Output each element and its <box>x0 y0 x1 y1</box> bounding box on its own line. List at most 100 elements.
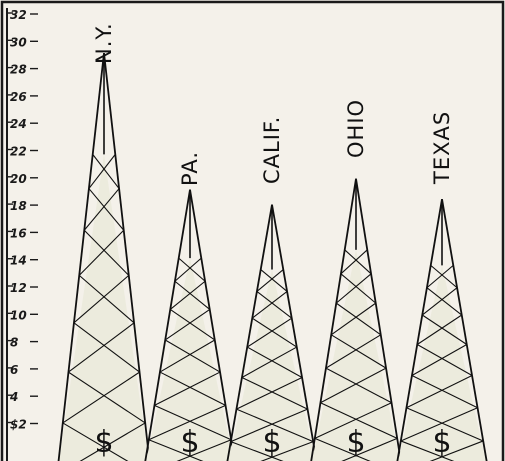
tower-brace <box>68 322 135 373</box>
tower-brace <box>335 273 372 304</box>
tower-calif: $ CALIF. <box>226 116 318 461</box>
tower-brace <box>159 339 216 373</box>
tower-brace <box>178 257 206 282</box>
tower-brace <box>406 375 473 409</box>
tower-brace <box>411 375 478 409</box>
tower-brace <box>83 229 130 276</box>
tower-pa: $ PA. <box>144 151 236 461</box>
y-tick-label: 18 <box>10 199 27 213</box>
tower-brace <box>430 264 458 289</box>
y-axis: $2 4 6 8 10 12 14 16 18 20 22 24 26 28 30 32 <box>7 8 38 432</box>
tower-brace <box>340 249 368 275</box>
tower-brace <box>236 408 314 443</box>
tower-brace <box>406 407 484 442</box>
y-tick-label: 20 <box>10 172 27 186</box>
y-tick-label: 8 <box>10 336 18 350</box>
y-tick-label: 30 <box>10 35 27 49</box>
tower-brace <box>236 376 303 410</box>
tower-label: N.Y. <box>92 22 116 64</box>
y-tick-label: 14 <box>10 254 27 268</box>
tower-brace <box>148 439 204 461</box>
tower-brace <box>73 322 140 373</box>
tower-brace <box>260 441 314 461</box>
tower-brace <box>330 302 377 336</box>
tower-leg-left <box>396 199 443 461</box>
tower-ny: $ N.Y. <box>57 22 151 461</box>
tower-dollar-sign: $ <box>346 425 365 460</box>
tower-brace <box>325 334 382 369</box>
tower-brace <box>426 287 463 316</box>
tower-brace <box>174 257 202 282</box>
tower-brace <box>416 314 463 345</box>
tower-body <box>146 258 234 461</box>
tower-brace <box>92 154 120 189</box>
tower-brace <box>314 402 392 439</box>
tower-brace <box>68 371 146 424</box>
tower-body <box>311 249 401 461</box>
tower-brace <box>251 291 288 319</box>
y-tick-label: 26 <box>10 90 27 104</box>
tower-brace <box>78 274 135 324</box>
tower-brace <box>416 344 473 376</box>
tower-brace <box>169 280 206 310</box>
y-tick-label: 6 <box>10 363 18 377</box>
y-tick-label: 12 <box>10 281 27 295</box>
tower-brace <box>325 367 392 404</box>
tower-leg-left <box>310 178 357 461</box>
tower-brace <box>411 344 468 376</box>
y-tick-label: 4 <box>9 390 18 404</box>
y-tick-label: 24 <box>10 117 27 131</box>
tower-label: CALIF. <box>260 116 284 184</box>
tower-brace <box>314 437 371 461</box>
y-tick-label: 10 <box>10 308 27 322</box>
tower-body <box>228 269 316 461</box>
tower-label: TEXAS <box>430 111 454 185</box>
tower-label: OHIO <box>344 99 368 158</box>
tower-brace <box>73 274 130 324</box>
tower-leg-right <box>441 199 488 461</box>
tower-brace <box>246 346 303 378</box>
tower-brace <box>260 269 288 292</box>
tower-brace <box>154 404 232 441</box>
tower-brace <box>176 439 232 461</box>
tower-brace <box>256 291 293 319</box>
tower-brace <box>164 339 221 373</box>
tower-body <box>59 154 149 461</box>
towers: $ N.Y. $ PA. $ CALIF. $ OHIO $ TEXAS <box>57 22 488 461</box>
tower-brace <box>320 367 387 404</box>
tower-brace <box>400 440 455 461</box>
tower-brace <box>330 334 387 369</box>
tower-brace <box>62 422 129 461</box>
tower-brace <box>79 422 146 461</box>
tower-brace <box>230 408 308 443</box>
y-tick-label: 16 <box>10 226 27 240</box>
tower-brace <box>429 440 484 461</box>
tower-body <box>398 265 486 461</box>
tower-brace <box>174 280 211 310</box>
tower-leg-right <box>355 178 402 461</box>
tower-brace <box>320 402 398 439</box>
tower-brace <box>335 302 382 336</box>
tower-brace <box>83 188 120 231</box>
tower-brace <box>154 371 221 406</box>
tower-leg-left <box>57 53 105 461</box>
y-tick-label: $2 <box>10 418 27 432</box>
tower-leg-right <box>271 204 318 461</box>
tower-dollar-sign: $ <box>432 425 451 460</box>
tower-leg-left <box>144 189 191 461</box>
tower-brace <box>421 287 458 316</box>
tower-brace <box>164 309 211 341</box>
tower-brace <box>230 441 284 461</box>
tower-leg-right <box>103 53 151 461</box>
tower-brace <box>251 317 298 348</box>
tower-brace <box>169 309 216 341</box>
tower-brace <box>341 437 398 461</box>
tower-ohio: $ OHIO <box>310 99 402 461</box>
tower-brace <box>246 317 293 348</box>
tower-leg-left <box>226 204 273 461</box>
tower-brace <box>159 371 226 406</box>
tower-brace <box>256 269 284 292</box>
tower-brace <box>148 404 226 441</box>
